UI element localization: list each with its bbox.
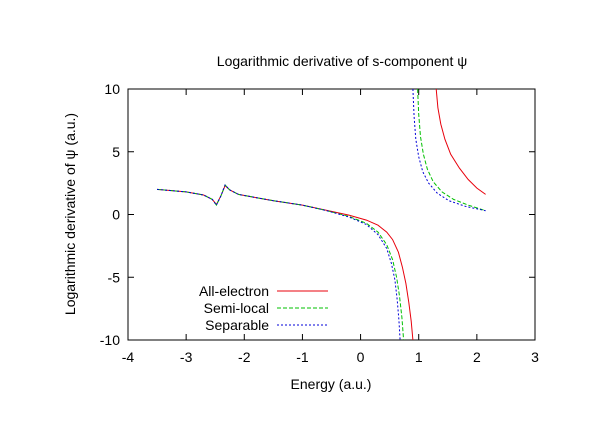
- y-tick-label: 5: [112, 144, 120, 160]
- x-tick-label: 2: [473, 349, 481, 365]
- series-lines: [157, 88, 486, 341]
- y-tick-labels: -10 -5 0 5 10: [100, 81, 120, 348]
- axis-ticks: [127, 88, 536, 341]
- series-line-0: [435, 88, 486, 195]
- x-tick-label: -3: [180, 349, 193, 365]
- series-line-0: [157, 184, 414, 341]
- legend-label: Separable: [205, 317, 269, 333]
- y-tick-label: 0: [112, 207, 120, 223]
- x-tick-labels: -4 -3 -2 -1 0 1 2 3: [122, 349, 539, 365]
- series-line-2: [157, 184, 401, 341]
- series-line-1: [157, 184, 405, 341]
- plot-frame: [127, 88, 536, 341]
- series-line-2: [412, 88, 486, 212]
- series-line-1: [417, 88, 486, 212]
- y-tick-label: -10: [100, 332, 120, 348]
- x-tick-label: 0: [357, 349, 365, 365]
- y-axis-label: Logarithmic derivative of ψ (a.u.): [62, 113, 78, 315]
- x-tick-label: 3: [531, 349, 539, 365]
- x-tick-label: -4: [122, 349, 135, 365]
- x-axis-label: Energy (a.u.): [291, 376, 372, 392]
- legend-label: Semi-local: [204, 300, 269, 316]
- chart-title: Logarithmic derivative of s-component ψ: [217, 53, 467, 69]
- x-tick-label: -1: [296, 349, 309, 365]
- y-tick-label: -5: [108, 269, 121, 285]
- legend-label: All-electron: [199, 283, 269, 299]
- y-tick-label: 10: [104, 81, 120, 97]
- x-tick-label: 1: [415, 349, 423, 365]
- x-tick-label: -2: [238, 349, 251, 365]
